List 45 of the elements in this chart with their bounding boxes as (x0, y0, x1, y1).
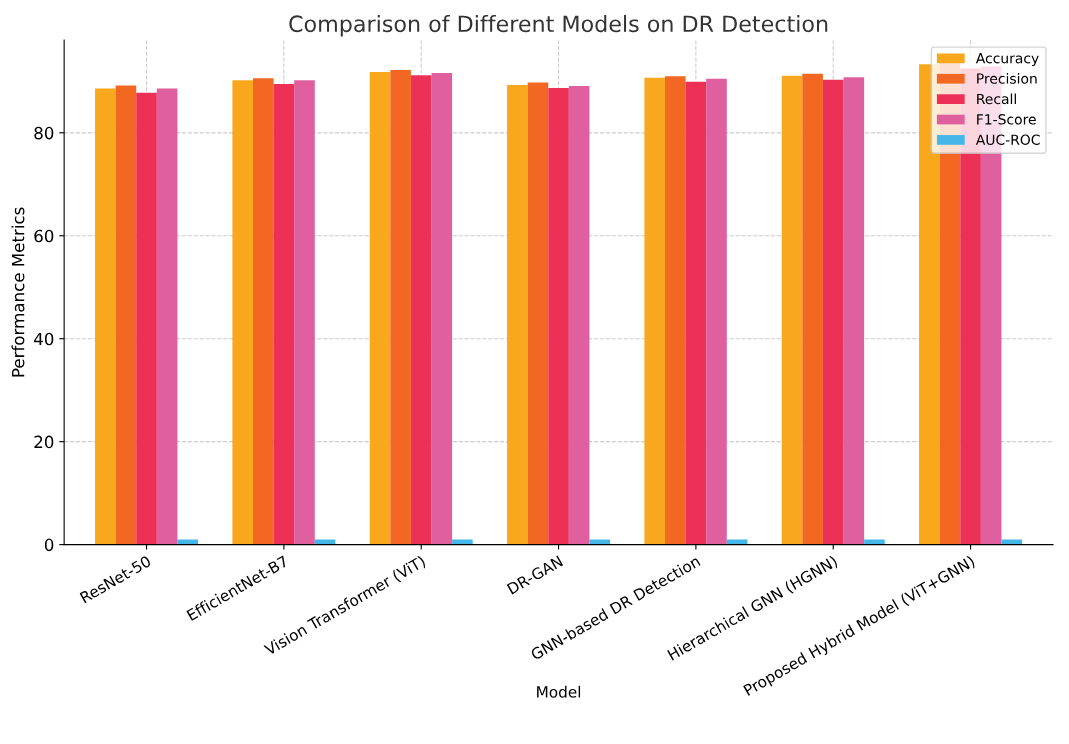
bar (452, 539, 473, 545)
y-tick-label: 0 (44, 538, 54, 552)
bar (919, 64, 940, 545)
y-tick-label: 20 (34, 435, 54, 449)
bar (548, 88, 569, 545)
bar (802, 73, 823, 545)
bar (410, 75, 432, 545)
bar (685, 81, 707, 545)
bar (644, 77, 665, 545)
legend-label: AUC-ROC (975, 134, 1040, 145)
bar (252, 78, 274, 545)
bar (706, 78, 727, 545)
legend-label: Recall (977, 93, 1016, 105)
bar (664, 76, 686, 545)
bar (822, 79, 844, 545)
bar (232, 80, 253, 545)
bar (95, 88, 116, 545)
bar (781, 75, 803, 545)
y-tick-label: 40 (34, 332, 54, 346)
legend-label: Accuracy (975, 53, 1039, 67)
bar (568, 85, 590, 545)
bar (273, 83, 295, 545)
x-axis-title: Model (537, 685, 581, 698)
legend-label: Precision (977, 73, 1037, 84)
bar (431, 73, 453, 545)
bar (314, 539, 336, 545)
bar (589, 539, 611, 545)
y-axis-title: Performance Metrics (11, 207, 25, 377)
bar (156, 88, 178, 545)
bar (864, 539, 885, 545)
bar (1001, 539, 1023, 545)
bar (136, 92, 157, 545)
bar (527, 82, 549, 545)
y-tick-label: 60 (34, 229, 54, 243)
bar (843, 77, 865, 545)
bar (390, 70, 411, 545)
bar (177, 539, 199, 545)
bar (507, 84, 528, 545)
y-tick-label: 80 (34, 126, 54, 140)
bar (726, 539, 748, 545)
bar (369, 72, 391, 545)
bar (115, 85, 137, 545)
chart-title: Comparison of Different Models on DR Detection (289, 14, 828, 37)
legend-label: F1-Score (977, 114, 1036, 125)
bar (294, 80, 315, 545)
